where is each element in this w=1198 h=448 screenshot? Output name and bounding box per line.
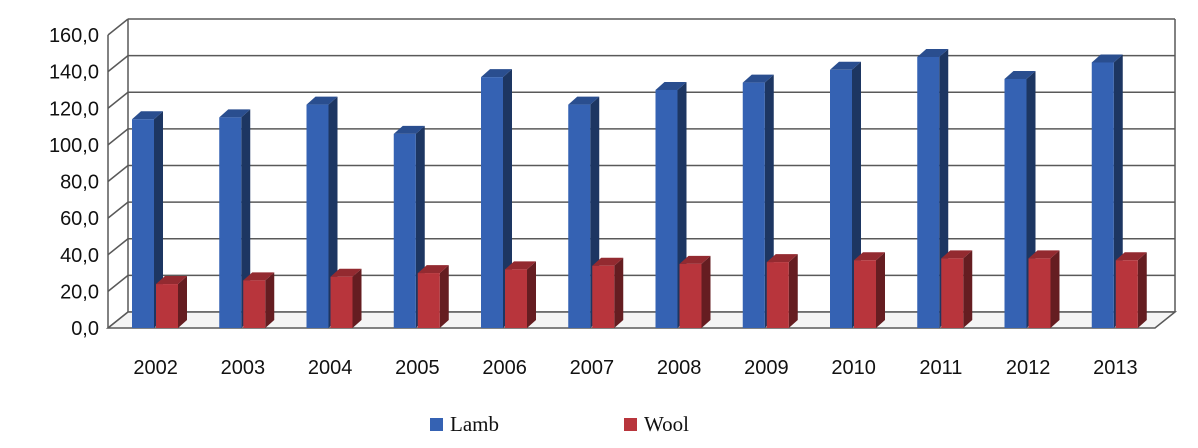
legend-item-wool: Wool [624, 412, 689, 436]
bar-lamb-2003 [219, 109, 251, 328]
x-tick-label: 2004 [308, 357, 353, 379]
bar-wool-2003 [243, 272, 275, 328]
y-tick-label: 140,0 [49, 62, 99, 84]
gridline-side [107, 238, 129, 256]
bar-lamb-2006 [481, 69, 512, 329]
y-tick-label: 60,0 [60, 208, 99, 230]
y-tick-label: 120,0 [49, 98, 99, 120]
gridline-side [107, 91, 129, 109]
gridlines [107, 18, 1175, 329]
legend-label: Wool [644, 412, 689, 436]
gridline-side [107, 55, 129, 73]
x-tick-label: 2012 [1006, 357, 1051, 379]
gridline-side [107, 274, 129, 292]
y-tick-label: 20,0 [60, 281, 99, 303]
gridline-side [107, 201, 129, 219]
x-tick-label: 2008 [657, 357, 702, 379]
x-tick-label: 2010 [831, 357, 876, 379]
gridline-side [107, 128, 129, 146]
y-tick-labels: 0,0 20,0 40,0 60,0 80,0 100,0 120,0 140,0 160,0 [49, 25, 99, 340]
bar-wool-2007 [592, 257, 624, 328]
x-tick-label: 2009 [744, 357, 789, 379]
x-tick-label: 2006 [482, 357, 527, 379]
y-tick-label: 40,0 [60, 245, 99, 267]
x-tick-label: 2013 [1093, 357, 1138, 379]
legend-item-lamb: Lamb [430, 412, 499, 436]
legend-label: Lamb [450, 412, 499, 436]
bar-wool-2005 [417, 265, 449, 328]
x-tick-labels: 2002 2003 2004 2005 2006 2007 2008 2009 2010 2011… [133, 357, 1137, 379]
y-tick-label: 0,0 [71, 318, 99, 340]
bar-wool-2010 [854, 252, 885, 328]
bar-wool-2008 [679, 255, 711, 328]
y-tick-label: 100,0 [49, 135, 99, 157]
x-tick-label: 2003 [221, 357, 266, 379]
axes [105, 19, 1178, 329]
bar-wool-2002 [156, 276, 187, 328]
x-tick-label: 2005 [395, 357, 440, 379]
bar-lamb-2004 [306, 96, 338, 329]
bar-wool-2013 [1115, 252, 1147, 328]
gridline-side [107, 18, 129, 36]
bar-wool-2006 [505, 261, 536, 328]
x-tick-label: 2011 [919, 357, 962, 379]
legend: Lamb Wool [430, 412, 689, 436]
bar-wool-2009 [766, 254, 798, 328]
y-tick-label: 80,0 [60, 172, 99, 194]
legend-swatch [624, 418, 637, 431]
bar-wool-2012 [1028, 250, 1060, 328]
bar-wool-2004 [330, 268, 362, 328]
x-tick-label: 2002 [133, 357, 178, 379]
bar-lamb-2002 [132, 111, 163, 328]
bar-wool-2011 [941, 250, 973, 328]
bars [132, 48, 1147, 329]
gridline-side [107, 164, 129, 183]
legend-swatch [430, 418, 443, 431]
y-tick-label: 160,0 [49, 25, 99, 47]
x-tick-label: 2007 [570, 357, 615, 379]
